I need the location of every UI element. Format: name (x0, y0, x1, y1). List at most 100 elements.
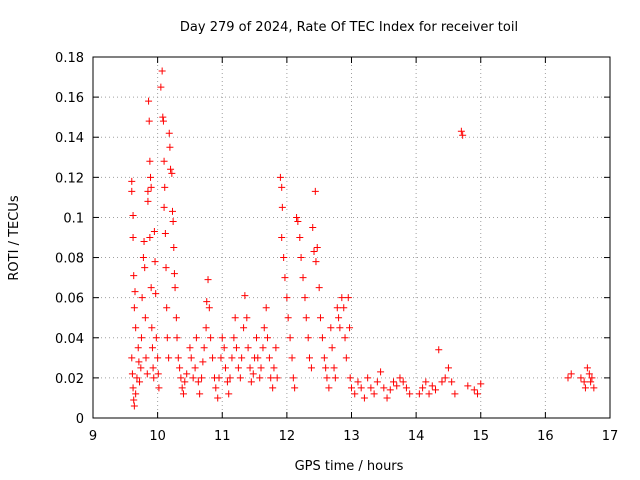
data-point (215, 374, 223, 382)
data-point (170, 244, 178, 252)
data-point (448, 378, 456, 386)
data-point (451, 390, 459, 398)
data-point (564, 374, 572, 382)
data-point (260, 324, 268, 332)
data-point (259, 344, 267, 352)
data-point (307, 364, 315, 372)
data-point (286, 334, 294, 342)
data-point (390, 378, 398, 386)
data-point (218, 334, 226, 342)
data-point (457, 127, 465, 135)
data-point (294, 217, 302, 225)
data-point (364, 374, 372, 382)
y-tick-label: 0.16 (55, 91, 84, 106)
data-point (373, 378, 381, 386)
data-point (173, 334, 181, 342)
data-point (383, 394, 391, 402)
data-point (202, 324, 210, 332)
data-point (196, 390, 204, 398)
data-point (231, 314, 239, 322)
data-point (301, 294, 309, 302)
data-point (333, 304, 341, 312)
x-tick-label: 15 (472, 429, 489, 444)
data-point (160, 203, 168, 211)
data-point (399, 378, 407, 386)
data-point (165, 129, 173, 137)
data-point (151, 258, 159, 266)
grid (93, 57, 610, 418)
data-point (234, 364, 242, 372)
data-point (265, 354, 273, 362)
data-point (338, 294, 346, 302)
data-point (135, 358, 143, 366)
data-point (406, 390, 414, 398)
data-point (186, 344, 194, 352)
data-point (327, 324, 335, 332)
x-axis-label: GPS time / hours (295, 459, 404, 474)
data-point (583, 364, 591, 372)
data-point (278, 183, 286, 191)
x-tick-label: 12 (279, 429, 296, 444)
data-point (200, 344, 208, 352)
data-point (168, 207, 176, 215)
data-point (130, 402, 138, 410)
y-tick-label: 0 (76, 412, 84, 427)
data-point (330, 364, 338, 372)
data-point (204, 276, 212, 284)
data-point (435, 346, 443, 354)
data-point (344, 294, 352, 302)
data-point (341, 334, 349, 342)
data-point (289, 374, 297, 382)
data-point (585, 370, 593, 378)
data-point (228, 354, 236, 362)
data-point (161, 183, 169, 191)
data-point (441, 374, 449, 382)
data-point (357, 384, 365, 392)
data-point (172, 314, 180, 322)
data-point (223, 378, 231, 386)
data-point (335, 314, 343, 322)
data-point (432, 386, 440, 394)
data-point (137, 364, 145, 372)
data-point (346, 374, 354, 382)
data-point (134, 344, 142, 352)
data-point (168, 169, 176, 177)
data-point (157, 83, 165, 91)
data-point (152, 334, 160, 342)
data-point (581, 384, 589, 392)
y-tick-label: 0.02 (55, 372, 84, 387)
data-point (154, 354, 162, 362)
y-tick-label: 0.18 (55, 51, 84, 66)
data-point (152, 290, 160, 298)
data-point (244, 344, 252, 352)
x-tick-label: 14 (408, 429, 425, 444)
data-point (128, 370, 136, 378)
data-point (189, 374, 197, 382)
data-point (313, 244, 321, 252)
data-point (318, 334, 326, 342)
data-point (348, 384, 355, 392)
data-point (342, 354, 350, 362)
y-tick-label: 0.12 (55, 171, 84, 186)
chart-title: Day 279 of 2024, Rate Of TEC Index for r… (180, 20, 518, 35)
data-point (328, 344, 336, 352)
data-point (288, 354, 296, 362)
data-point (415, 390, 423, 398)
data-point (140, 238, 148, 246)
data-point (133, 374, 141, 382)
data-point (273, 374, 281, 382)
data-point (459, 131, 467, 139)
data-point (240, 324, 248, 332)
data-point (419, 384, 427, 392)
data-point (205, 304, 213, 312)
data-point (422, 378, 430, 386)
data-point (163, 304, 171, 312)
data-point (396, 374, 404, 382)
data-point (291, 384, 299, 392)
y-tick-label: 0.06 (55, 292, 84, 307)
data-point (176, 364, 184, 372)
y-tick-label: 0.1 (63, 211, 84, 226)
data-point (309, 223, 317, 231)
data-point (147, 173, 155, 181)
data-point (284, 314, 292, 322)
